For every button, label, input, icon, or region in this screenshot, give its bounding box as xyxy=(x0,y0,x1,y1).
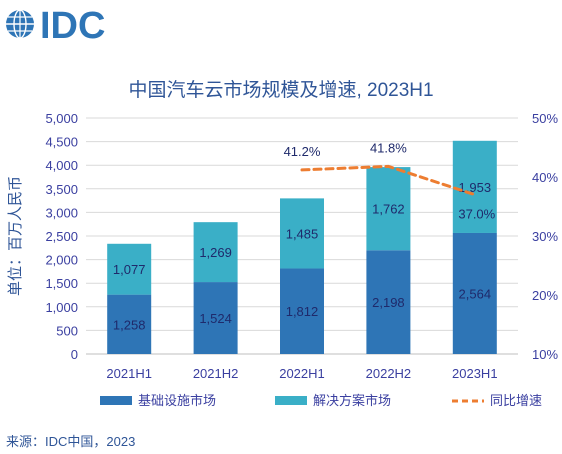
logo-globe-icon xyxy=(6,9,34,39)
y-tick-label: 4,000 xyxy=(45,158,78,173)
growth-data-label: 37.0% xyxy=(458,207,495,222)
y-tick-label: 3,000 xyxy=(45,205,78,220)
left-axis: 0 500 1,000 1,500 2,000 2,500 3,000 3,500 4,000 4… xyxy=(45,111,78,362)
x-tick-label: 2023H1 xyxy=(452,366,498,381)
bar-solution xyxy=(193,222,238,283)
y-tick-label: 2,500 xyxy=(45,229,78,244)
growth-data-label: 41.8% xyxy=(370,140,407,155)
bar-data-label: 1,524 xyxy=(199,311,232,326)
y-tick-label: 2,000 xyxy=(45,253,78,268)
bar-infrastructure xyxy=(193,282,238,354)
growth-data-label: 41.2% xyxy=(284,144,321,159)
x-axis: 2021H1 2021H2 2022H1 2022H2 2023H1 xyxy=(106,366,497,381)
right-axis: 10% 20% 30% 40% 50% xyxy=(532,111,558,362)
chart-title: 中国汽车云市场规模及增速, 2023H1 xyxy=(128,79,433,101)
bar-infrastructure xyxy=(107,294,152,354)
y-tick-label: 500 xyxy=(56,323,78,338)
bar-solution xyxy=(107,243,152,295)
legend-label: 解决方案市场 xyxy=(313,393,391,408)
legend-label: 基础设施市场 xyxy=(138,393,216,408)
x-tick-label: 2022H1 xyxy=(279,366,325,381)
bar-data-label: 1,258 xyxy=(113,317,146,332)
y2-tick-label: 30% xyxy=(532,229,558,244)
bar-infrastructure xyxy=(280,268,324,354)
x-tick-label: 2021H1 xyxy=(106,366,152,381)
source-label: 来源：IDC中国，2023 xyxy=(6,434,135,449)
bar-data-label: 2,198 xyxy=(372,295,405,310)
y-tick-label: 0 xyxy=(71,347,78,362)
bar-data-label: 1,077 xyxy=(113,262,146,277)
y-tick-label: 3,500 xyxy=(45,182,78,197)
y2-tick-label: 10% xyxy=(532,347,558,362)
growth-line-path xyxy=(300,164,477,197)
y-tick-label: 1,000 xyxy=(45,300,78,315)
bar-solution xyxy=(280,198,324,269)
bar-data-label: 1,485 xyxy=(286,226,319,241)
bar-infrastructure xyxy=(452,232,497,354)
logo-text: IDC xyxy=(40,5,105,47)
bar-data-label: 1,812 xyxy=(286,304,319,319)
y2-tick-label: 40% xyxy=(532,170,558,185)
growth-line: 41.2% 41.8% 37.0% xyxy=(284,140,496,221)
bar-data-label: 1,269 xyxy=(199,245,232,260)
bar-infrastructure xyxy=(366,250,411,354)
bar-data-label: 1,762 xyxy=(372,202,405,217)
x-tick-label: 2021H2 xyxy=(193,366,239,381)
y-tick-label: 5,000 xyxy=(45,111,78,126)
legend: 基础设施市场 解决方案市场 同比增速 xyxy=(100,393,542,408)
x-tick-label: 2022H2 xyxy=(366,366,412,381)
bar-solution xyxy=(452,140,497,233)
y2-tick-label: 50% xyxy=(532,111,558,126)
y-tick-label: 4,500 xyxy=(45,135,78,150)
legend-label: 同比增速 xyxy=(490,393,542,408)
bar-data-label: 2,564 xyxy=(459,286,492,301)
idc-logo: IDC xyxy=(6,5,105,47)
bar-data-label: 1,953 xyxy=(459,180,492,195)
bar-solution xyxy=(366,167,411,251)
legend-swatch-solution xyxy=(275,396,307,405)
bars xyxy=(107,140,497,354)
y-axis-label: 单位：百万人民币 xyxy=(7,176,24,296)
legend-swatch-infrastructure xyxy=(100,396,132,405)
y-tick-label: 1,500 xyxy=(45,276,78,291)
y2-tick-label: 20% xyxy=(532,288,558,303)
